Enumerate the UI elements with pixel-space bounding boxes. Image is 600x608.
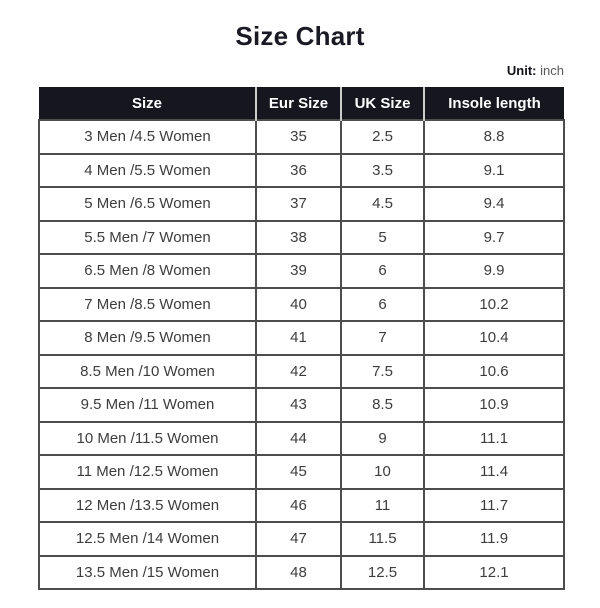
table-row: 3 Men /4.5 Women 35 2.5 8.8 xyxy=(38,119,565,155)
table-cell: 4 Men /5.5 Women xyxy=(38,152,257,188)
table-cell: 5 xyxy=(340,219,425,255)
table-cell: 4.5 xyxy=(340,186,425,222)
table-cell: 35 xyxy=(255,119,342,155)
table-cell: 46 xyxy=(255,487,342,523)
table-cell: 11.7 xyxy=(423,487,565,523)
table-row: 10 Men /11.5 Women 44 9 11.1 xyxy=(38,420,565,456)
table-cell: 9.9 xyxy=(423,253,565,289)
table-cell: 6 xyxy=(340,286,425,322)
table-cell: 9.1 xyxy=(423,152,565,188)
table-row: 6.5 Men /8 Women 39 6 9.9 xyxy=(38,253,565,289)
table-cell: 37 xyxy=(255,186,342,222)
table-cell: 3.5 xyxy=(340,152,425,188)
size-table: Size Eur Size UK Size Insole length 3 Me… xyxy=(38,87,565,590)
table-row: 13.5 Men /15 Women 48 12.5 12.1 xyxy=(38,554,565,590)
table-row: 9.5 Men /11 Women 43 8.5 10.9 xyxy=(38,387,565,423)
table-cell: 41 xyxy=(255,320,342,356)
table-cell: 8.8 xyxy=(423,119,565,155)
page-title: Size Chart xyxy=(235,21,365,51)
table-row: 11 Men /12.5 Women 45 10 11.4 xyxy=(38,454,565,490)
table-header-row: Size Eur Size UK Size Insole length xyxy=(39,87,564,120)
table-cell: 7.5 xyxy=(340,353,425,389)
table-cell: 11 xyxy=(340,487,425,523)
table-cell: 2.5 xyxy=(340,119,425,155)
table-row: 8.5 Men /10 Women 42 7.5 10.6 xyxy=(38,353,565,389)
column-header-eur-size: Eur Size xyxy=(255,87,341,120)
table-row: 5 Men /6.5 Women 37 4.5 9.4 xyxy=(38,186,565,222)
table-cell: 38 xyxy=(255,219,342,255)
table-cell: 9.4 xyxy=(423,186,565,222)
table-row: 7 Men /8.5 Women 40 6 10.2 xyxy=(38,286,565,322)
table-cell: 47 xyxy=(255,521,342,557)
table-cell: 8.5 Men /10 Women xyxy=(38,353,257,389)
table-cell: 6.5 Men /8 Women xyxy=(38,253,257,289)
table-cell: 11 Men /12.5 Women xyxy=(38,454,257,490)
table-row: 12 Men /13.5 Women 46 11 11.7 xyxy=(38,487,565,523)
table-cell: 8 Men /9.5 Women xyxy=(38,320,257,356)
table-cell: 5.5 Men /7 Women xyxy=(38,219,257,255)
table-cell: 40 xyxy=(255,286,342,322)
table-cell: 7 Men /8.5 Women xyxy=(38,286,257,322)
table-cell: 10 xyxy=(340,454,425,490)
column-header-uk-size: UK Size xyxy=(340,87,424,120)
table-cell: 9.7 xyxy=(423,219,565,255)
table-cell: 11.1 xyxy=(423,420,565,456)
table-row: 5.5 Men /7 Women 38 5 9.7 xyxy=(38,219,565,255)
table-cell: 10 Men /11.5 Women xyxy=(38,420,257,456)
unit-label: Unit: xyxy=(506,63,537,78)
table-cell: 11.4 xyxy=(423,454,565,490)
table-cell: 9 xyxy=(340,420,425,456)
table-cell: 9.5 Men /11 Women xyxy=(38,387,257,423)
unit-value: inch xyxy=(540,63,564,78)
table-cell: 11.9 xyxy=(423,521,565,557)
table-cell: 8.5 xyxy=(340,387,425,423)
table-cell: 7 xyxy=(340,320,425,356)
table-cell: 6 xyxy=(340,253,425,289)
table-cell: 10.4 xyxy=(423,320,565,356)
table-cell: 43 xyxy=(255,387,342,423)
table-cell: 13.5 Men /15 Women xyxy=(38,554,257,590)
table-cell: 44 xyxy=(255,420,342,456)
table-row: 12.5 Men /14 Women 47 11.5 11.9 xyxy=(38,521,565,557)
table-row: 8 Men /9.5 Women 41 7 10.4 xyxy=(38,320,565,356)
table-cell: 45 xyxy=(255,454,342,490)
table-body: 3 Men /4.5 Women 35 2.5 8.8 4 Men /5.5 Women… xyxy=(38,119,565,590)
table-cell: 39 xyxy=(255,253,342,289)
unit-note: Unit: inch xyxy=(0,64,564,77)
table-row: 4 Men /5.5 Women 36 3.5 9.1 xyxy=(38,152,565,188)
table-cell: 48 xyxy=(255,554,342,590)
table-cell: 10.6 xyxy=(423,353,565,389)
table-cell: 10.9 xyxy=(423,387,565,423)
table-cell: 12.1 xyxy=(423,554,565,590)
table-cell: 36 xyxy=(255,152,342,188)
table-cell: 12.5 Men /14 Women xyxy=(38,521,257,557)
table-cell: 5 Men /6.5 Women xyxy=(38,186,257,222)
table-cell: 3 Men /4.5 Women xyxy=(38,119,257,155)
table-cell: 11.5 xyxy=(340,521,425,557)
table-cell: 10.2 xyxy=(423,286,565,322)
table-cell: 12 Men /13.5 Women xyxy=(38,487,257,523)
table-cell: 42 xyxy=(255,353,342,389)
column-header-insole-length: Insole length xyxy=(423,87,564,120)
column-header-size: Size xyxy=(131,94,162,112)
table-cell: 12.5 xyxy=(340,554,425,590)
